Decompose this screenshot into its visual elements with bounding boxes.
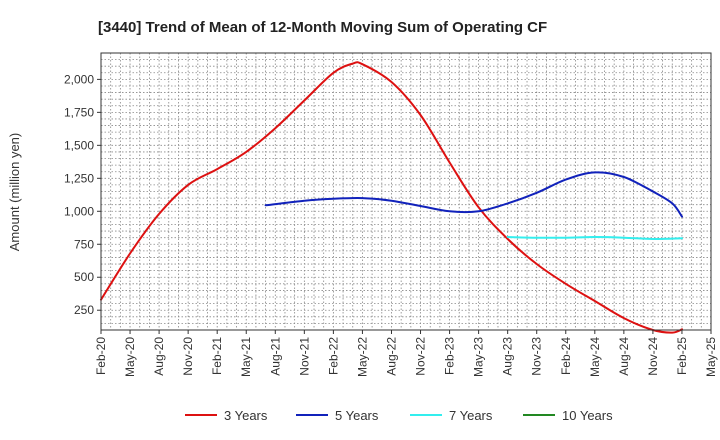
y-axis-label: Amount (million yen) xyxy=(7,133,22,252)
chart-title: [3440] Trend of Mean of 12-Month Moving … xyxy=(98,19,547,36)
x-tick-label: Nov-24 xyxy=(646,337,660,376)
legend: 3 Years 5 Years 7 Years 10 Years xyxy=(185,408,613,423)
x-tick-label: May-21 xyxy=(239,337,253,377)
x-tick-label: May-22 xyxy=(355,337,369,377)
x-tick-label: Nov-21 xyxy=(297,337,311,376)
x-tick-label: May-20 xyxy=(123,337,137,377)
y-tick-label: 250 xyxy=(74,303,94,317)
x-tick-label: Feb-23 xyxy=(443,337,457,375)
x-tick-label: May-24 xyxy=(588,337,602,377)
x-tick-label: Feb-25 xyxy=(675,337,689,375)
legend-label-5-years: 5 Years xyxy=(335,408,379,423)
x-tick-label: Feb-20 xyxy=(94,337,108,375)
y-tick-label: 750 xyxy=(74,237,94,251)
y-tick-label: 1,500 xyxy=(64,138,94,152)
y-tick-label: 1,750 xyxy=(64,105,94,119)
legend-label-3-years: 3 Years xyxy=(224,408,268,423)
x-tick-label: Feb-21 xyxy=(210,337,224,375)
series-line-3-years xyxy=(100,61,683,334)
y-tick-label: 1,000 xyxy=(64,204,94,218)
series-line-5-years xyxy=(264,171,683,218)
grid xyxy=(101,53,711,330)
x-tick-label: Aug-24 xyxy=(617,337,631,376)
y-tick-label: 500 xyxy=(74,270,94,284)
x-tick-label: Aug-22 xyxy=(384,337,398,376)
x-tick-label: Aug-21 xyxy=(268,337,282,376)
y-tick-label: 2,000 xyxy=(64,72,94,86)
x-tick-label: Nov-23 xyxy=(530,337,544,376)
x-tick-label: May-23 xyxy=(472,337,486,377)
y-tick-label: 1,250 xyxy=(64,171,94,185)
x-tick-label: Feb-22 xyxy=(326,337,340,375)
legend-label-7-years: 7 Years xyxy=(449,408,493,423)
x-tick-label: Nov-22 xyxy=(414,337,428,376)
x-tick-label: Nov-20 xyxy=(181,337,195,376)
plot-lines xyxy=(100,61,683,334)
x-axis-ticks: Feb-20 May-20 Aug-20 Nov-20 Feb-21 May-21 Aug-… xyxy=(94,330,718,377)
x-tick-label: May-25 xyxy=(704,337,718,377)
legend-label-10-years: 10 Years xyxy=(562,408,613,423)
y-axis-ticks: 250 500 750 1,000 1,250 1,500 1,750 2,000 xyxy=(64,72,101,317)
x-tick-label: Aug-23 xyxy=(501,337,515,376)
plot-frame xyxy=(100,52,712,331)
x-tick-label: Aug-20 xyxy=(152,337,166,376)
x-tick-label: Feb-24 xyxy=(559,337,573,375)
series-line-7-years xyxy=(506,236,683,241)
